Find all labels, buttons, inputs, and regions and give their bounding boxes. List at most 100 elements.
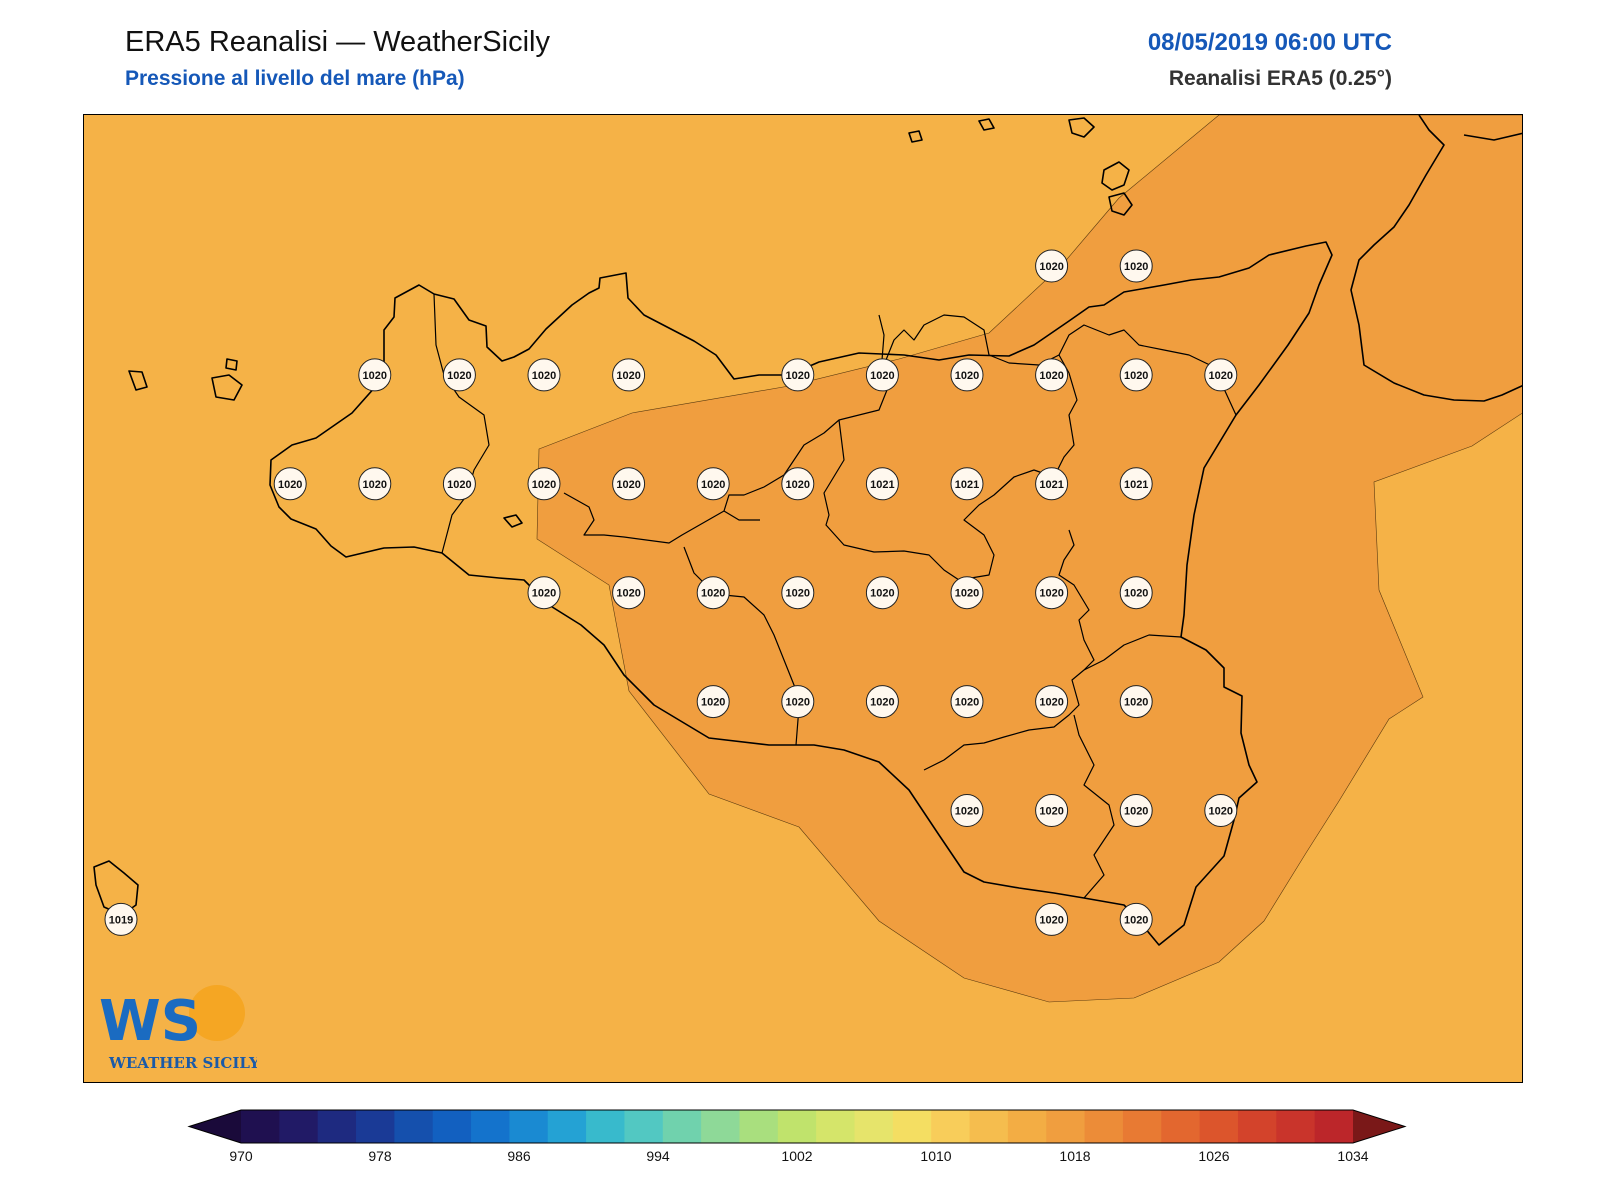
border-siracusa-ragusa [1073,714,1115,899]
map-subtitle: Pressione al livello del mare (hPa) [125,67,465,90]
pressure-label: 1020 [612,576,646,610]
colorbar-segment [701,1110,741,1143]
ustica-island [503,514,523,528]
pressure-label: 1020 [527,358,561,392]
svg-text:1020: 1020 [701,479,725,491]
pressure-label: 1020 [1035,358,1069,392]
logo-letters: WS [99,989,201,1054]
pressure-label: 1020 [865,358,899,392]
alicudi-island [908,130,923,143]
colorbar-segment [241,1110,280,1143]
colorbar-segment [356,1110,395,1143]
svg-text:1020: 1020 [1039,806,1063,818]
pressure-label: 1020 [1119,358,1153,392]
pressure-label: 1020 [527,467,561,501]
coastlines [93,115,1522,946]
colorbar-tick-label: 1002 [781,1148,812,1164]
svg-text:1020: 1020 [532,479,556,491]
pressure-label: 1020 [1119,576,1153,610]
svg-text:1020: 1020 [786,588,810,600]
pressure-label: 1020 [442,467,476,501]
pressure-label: 1020 [781,576,815,610]
pressure-label: 1020 [950,685,984,719]
pressure-label: 1020 [442,358,476,392]
colorbar-segment [1237,1110,1277,1143]
pressure-label: 1020 [950,576,984,610]
pressure-label: 1020 [1119,902,1153,936]
pressure-label: 1020 [696,685,730,719]
colorbar-segment [471,1110,511,1143]
pressure-label: 1020 [1204,358,1238,392]
colorbar-segment [892,1110,932,1143]
colorbar-tick-label: 1010 [920,1148,951,1164]
svg-text:1020: 1020 [786,697,810,709]
colorbar-segment [854,1110,894,1143]
pressure-label: 1020 [781,358,815,392]
map-source: Reanalisi ERA5 (0.25°) [1168,67,1392,90]
pressure-labels: 1020 1020 1020 1020 1020 1020 1020 1020 1020 1020… [104,249,1238,936]
pressure-label: 1020 [358,358,392,392]
colorbar-tick-label: 986 [507,1148,531,1164]
colorbar-tick-label: 994 [646,1148,670,1164]
svg-text:1019: 1019 [109,914,133,926]
border-catania-siracusa [1083,634,1182,671]
pressure-label: 1020 [781,685,815,719]
colorbar-segment [1084,1110,1124,1143]
svg-text:1020: 1020 [1124,370,1148,382]
svg-text:1020: 1020 [1039,261,1063,273]
svg-text:1020: 1020 [1209,806,1233,818]
border-palermo-agrigento [563,492,760,544]
pressure-label: 1020 [950,794,984,827]
colorbar-segment [586,1110,626,1143]
border-trapani-palermo [433,293,490,554]
colorbar-segment [432,1110,472,1143]
pressure-label: 1020 [1035,794,1069,827]
pressure-label: 1020 [1119,249,1153,283]
svg-text:1020: 1020 [532,588,556,600]
svg-text:1020: 1020 [1124,261,1148,273]
colorbar-tick-label: 1018 [1059,1148,1090,1164]
border-caltanissetta-enna [823,419,980,586]
pressure-label: 1020 [1204,794,1238,827]
colorbar-segment [624,1110,664,1143]
svg-text:1020: 1020 [363,479,387,491]
pressure-label: 1020 [865,685,899,719]
pressure-label: 1020 [696,576,730,610]
border-catania-ragusa [923,529,1095,771]
colorbar-tick-label: 970 [229,1148,253,1164]
svg-text:1020: 1020 [363,370,387,382]
svg-text:1020: 1020 [1124,697,1148,709]
svg-text:1020: 1020 [870,588,894,600]
svg-text:1020: 1020 [955,697,979,709]
pressure-label: 1020 [612,467,646,501]
filicudi-island [978,118,995,131]
pressure-label: 1020 [273,467,307,501]
svg-text:1020: 1020 [616,588,640,600]
svg-text:1020: 1020 [447,370,471,382]
svg-text:1020: 1020 [701,697,725,709]
colorbar-segment [1314,1110,1354,1143]
svg-text:1020: 1020 [870,370,894,382]
pressure-field-1020-contour [536,115,1522,1003]
vulcano-island [1108,192,1133,216]
colorbar-segment [1161,1110,1201,1143]
svg-text:1020: 1020 [1039,697,1063,709]
pressure-label: 1021 [950,467,984,501]
svg-text:1020: 1020 [447,479,471,491]
colorbar-segment [547,1110,587,1143]
pressure-label: 1020 [781,467,815,501]
egadi-favignana [211,374,243,401]
map-canvas: 1020 1020 1020 1020 1020 1020 1020 1020 1020 1020… [84,115,1522,1082]
colorbar-segment [777,1110,817,1143]
map-panel: 1020 1020 1020 1020 1020 1020 1020 1020 1020 1020… [83,114,1523,1083]
colorbar-segment [816,1110,856,1143]
pressure-label: 1020 [527,576,561,610]
pressure-label: 1020 [1035,249,1069,283]
logo-text: WEATHER SICILY [108,1054,257,1072]
svg-text:1020: 1020 [955,370,979,382]
colorbar-segment [1046,1110,1086,1143]
svg-text:1020: 1020 [701,588,725,600]
svg-text:1020: 1020 [616,370,640,382]
svg-text:1021: 1021 [870,479,894,491]
